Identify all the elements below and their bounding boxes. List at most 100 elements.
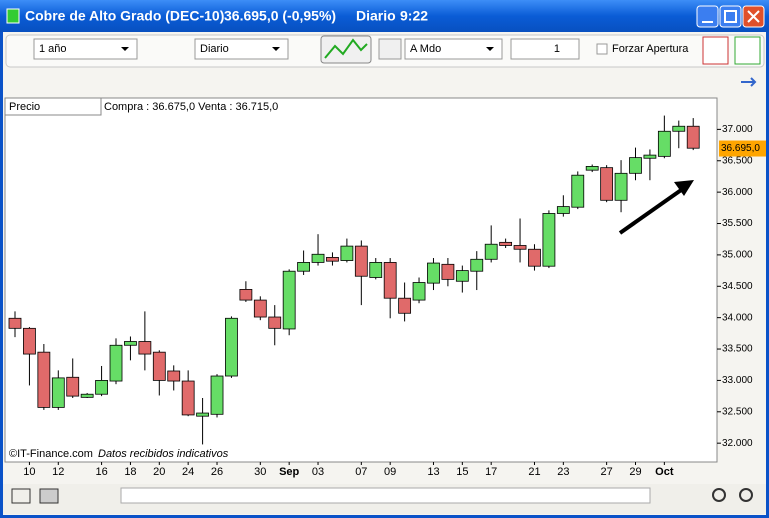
candle-body [37, 351, 51, 408]
candle-body [398, 297, 412, 314]
swap-icon[interactable] [741, 77, 757, 87]
x-tick-label: 24 [182, 466, 194, 478]
count-spinner[interactable] [510, 38, 580, 60]
candle-body [542, 213, 556, 267]
candle-body [152, 351, 166, 381]
x-tick-label: 07 [355, 466, 367, 478]
close-icon [747, 10, 760, 23]
y-tick-label: 36.000 [722, 187, 753, 198]
settings-button[interactable] [378, 38, 402, 60]
x-tick-label: Oct [655, 466, 674, 478]
source: ©IT-Finance.com [9, 448, 93, 460]
candle-body [455, 270, 469, 282]
buy-button[interactable] [734, 36, 761, 65]
x-tick-label: 27 [601, 466, 613, 478]
dropdown-arrow [121, 47, 129, 51]
candle-body [354, 245, 368, 277]
x-tick-label: 26 [211, 466, 223, 478]
candle-body [672, 125, 686, 132]
x-tick-label: 12 [52, 466, 64, 478]
x-tick-label: 30 [254, 466, 266, 478]
x-tick-label: 15 [456, 466, 468, 478]
interval-value: Diario [200, 43, 229, 55]
price-panel-tab [4, 97, 102, 116]
window-time: 9:22 [400, 8, 428, 24]
candle-body [196, 412, 209, 417]
y-tick-label: 36.500 [722, 155, 753, 166]
range-select[interactable] [33, 38, 138, 60]
candle-body [8, 317, 22, 329]
minimize-button[interactable] [696, 5, 719, 28]
mode-select[interactable] [404, 38, 503, 60]
force-open-checkbox[interactable] [596, 43, 608, 55]
x-tick-label: 29 [629, 466, 641, 478]
x-tick-label: 09 [384, 466, 396, 478]
window-quote: 36.695,0 (-0,95%) [224, 8, 336, 24]
source-note: Datos recibidos indicativos [98, 448, 229, 460]
candle-body [629, 157, 642, 174]
dropdown-arrow [272, 47, 280, 51]
x-tick-label: Sep [279, 466, 299, 478]
chart-style-icon [324, 38, 368, 59]
candle-body [600, 167, 614, 201]
candle-body [181, 380, 195, 416]
count-value: 1 [554, 43, 560, 55]
candle-body [124, 341, 137, 346]
title-bar [0, 0, 769, 32]
panel-label: Precio [9, 101, 40, 113]
window-title: Cobre de Alto Grado (DEC-10) [25, 8, 224, 24]
x-tick-label: 21 [528, 466, 540, 478]
x-tick-label: 10 [23, 466, 35, 478]
candle-body [585, 166, 599, 171]
candle-body [513, 245, 527, 250]
candle-body [484, 243, 498, 260]
candle-body [441, 263, 455, 280]
candle-body [66, 376, 80, 397]
candle-body [282, 270, 296, 330]
maximize-button[interactable] [719, 5, 742, 28]
x-tick-label: 20 [153, 466, 165, 478]
candle-body [643, 154, 657, 159]
x-tick-label: 13 [427, 466, 439, 478]
x-tick-label: 17 [485, 466, 497, 478]
last-price-label: 36.695,0 [721, 143, 760, 154]
candle-body [239, 289, 253, 301]
candle-body [311, 253, 325, 263]
candle-body [571, 174, 585, 208]
candle-body [109, 344, 123, 382]
candle-body [686, 125, 700, 149]
sell-button[interactable] [702, 36, 729, 65]
y-tick-label: 34.000 [722, 312, 753, 323]
candle-body [657, 130, 671, 157]
zoom-in-button[interactable] [739, 488, 753, 502]
zoom-out-button[interactable] [712, 488, 726, 502]
scrollbar[interactable] [120, 487, 651, 504]
candle-body [253, 299, 267, 318]
chart: 32.000 32.500 33.000 33.500 34.000 34.500 35.0… [8, 115, 766, 478]
candle-body [80, 393, 94, 398]
y-tick-label: 35.500 [722, 218, 753, 229]
bid-ask: Compra : 36.675,0 Venta : 36.715,0 [104, 101, 278, 113]
candle-body [556, 206, 570, 214]
interval-select[interactable] [194, 38, 289, 60]
y-tick-label: 33.000 [722, 375, 753, 386]
candle-body [51, 377, 65, 408]
dropdown-arrow [486, 47, 494, 51]
candle-body [138, 341, 152, 355]
candle-body [167, 370, 181, 382]
candle-body [210, 375, 224, 415]
candle-body [412, 282, 426, 301]
x-tick-label: 16 [95, 466, 107, 478]
candle-body [340, 245, 354, 261]
candle-body [369, 262, 383, 278]
mode-value: A Mdo [410, 43, 441, 55]
x-tick-label: 23 [557, 466, 569, 478]
last-price-box [719, 140, 766, 157]
y-tick-label: 32.000 [722, 438, 753, 449]
y-tick-label: 34.500 [722, 281, 753, 292]
mail-button[interactable] [11, 488, 31, 504]
print-button[interactable] [39, 488, 59, 504]
candle-body [383, 262, 397, 299]
